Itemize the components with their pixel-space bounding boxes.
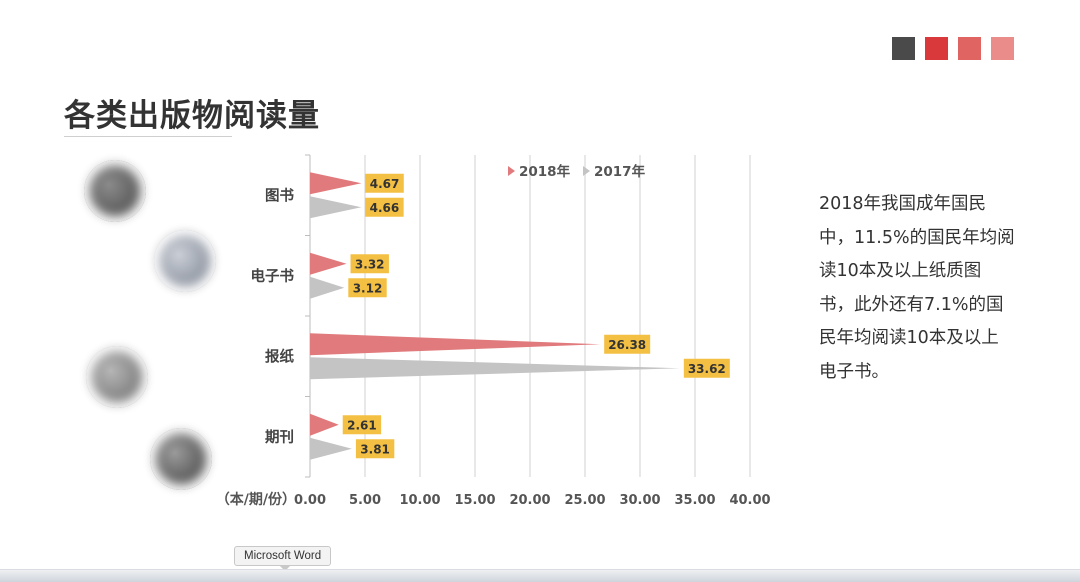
x-tick-label: 30.00 xyxy=(619,493,660,508)
accent-square-1 xyxy=(892,37,915,60)
data-label: 3.32 xyxy=(355,257,385,271)
bar-2017年 xyxy=(310,196,362,219)
data-label: 2.61 xyxy=(347,418,377,432)
category-label: 报纸 xyxy=(265,347,294,365)
bar-2017年 xyxy=(310,357,680,380)
data-label: 3.81 xyxy=(360,442,390,456)
bar-2018年 xyxy=(310,333,601,356)
description-line: 书，此外还有7.1%的国 xyxy=(819,294,1004,315)
legend-label: 2017年 xyxy=(594,163,646,180)
accent-square-3 xyxy=(958,37,981,60)
data-label: 33.62 xyxy=(688,362,726,376)
description-line: 2018年我国成年国民 xyxy=(819,194,987,214)
bar-2017年 xyxy=(310,437,352,460)
x-tick-label: 5.00 xyxy=(349,493,381,508)
data-label-box xyxy=(350,254,389,274)
data-label-box xyxy=(365,197,404,217)
data-label-box xyxy=(365,173,404,193)
data-label-box xyxy=(342,415,382,435)
data-label-box xyxy=(683,358,730,378)
data-label-box xyxy=(348,278,387,298)
accent-squares xyxy=(892,37,1014,60)
x-tick-label: 0.00 xyxy=(294,493,326,508)
legend-label: 2018年 xyxy=(519,163,571,180)
x-tick-label: 35.00 xyxy=(674,493,715,508)
description-line: 电子书。 xyxy=(819,361,889,382)
x-tick-label: 40.00 xyxy=(729,493,770,508)
description-line: 民年均阅读10本及以上 xyxy=(819,328,999,348)
x-tick-label: 25.00 xyxy=(564,493,605,508)
book-photo-thumbnail xyxy=(84,160,146,222)
bar-2018年 xyxy=(310,413,339,436)
category-label: 期刊 xyxy=(265,428,294,446)
accent-square-2 xyxy=(925,37,948,60)
data-label-box xyxy=(604,334,651,354)
bar-2017年 xyxy=(310,276,345,299)
bar-2018年 xyxy=(310,172,362,195)
data-label: 26.38 xyxy=(608,338,646,352)
app-tooltip: Microsoft Word xyxy=(234,546,332,571)
category-label: 图书 xyxy=(265,186,294,204)
category-label: 电子书 xyxy=(251,267,295,285)
slide-title: 各类出版物阅读量 xyxy=(64,98,320,134)
accent-square-4 xyxy=(991,37,1014,60)
magazine-photo-thumbnail xyxy=(150,428,212,490)
data-label: 4.67 xyxy=(370,177,400,191)
data-label: 3.12 xyxy=(353,281,383,295)
description-line: 中，11.5%的国民年均阅 xyxy=(819,227,1015,248)
data-label-box xyxy=(355,439,395,459)
description-line: 读10本及以上纸质图 xyxy=(819,261,982,281)
legend-marker xyxy=(508,166,515,176)
bar-2018年 xyxy=(310,252,347,275)
title-underline xyxy=(64,136,232,137)
legend-marker xyxy=(583,166,590,176)
x-tick-label: 20.00 xyxy=(509,493,550,508)
description-text: 2018年我国成年国民 中，11.5%的国民年均阅 读10本及以上纸质图 书，此… xyxy=(819,188,1029,389)
ebook-photo-thumbnail xyxy=(154,230,216,292)
x-tick-label: 10.00 xyxy=(399,493,440,508)
x-axis-label: （本/期/份） xyxy=(216,491,296,508)
newspaper-photo-thumbnail xyxy=(86,346,148,408)
taskbar-strip xyxy=(0,569,1080,582)
data-label: 4.66 xyxy=(370,201,400,215)
x-tick-label: 15.00 xyxy=(454,493,495,508)
